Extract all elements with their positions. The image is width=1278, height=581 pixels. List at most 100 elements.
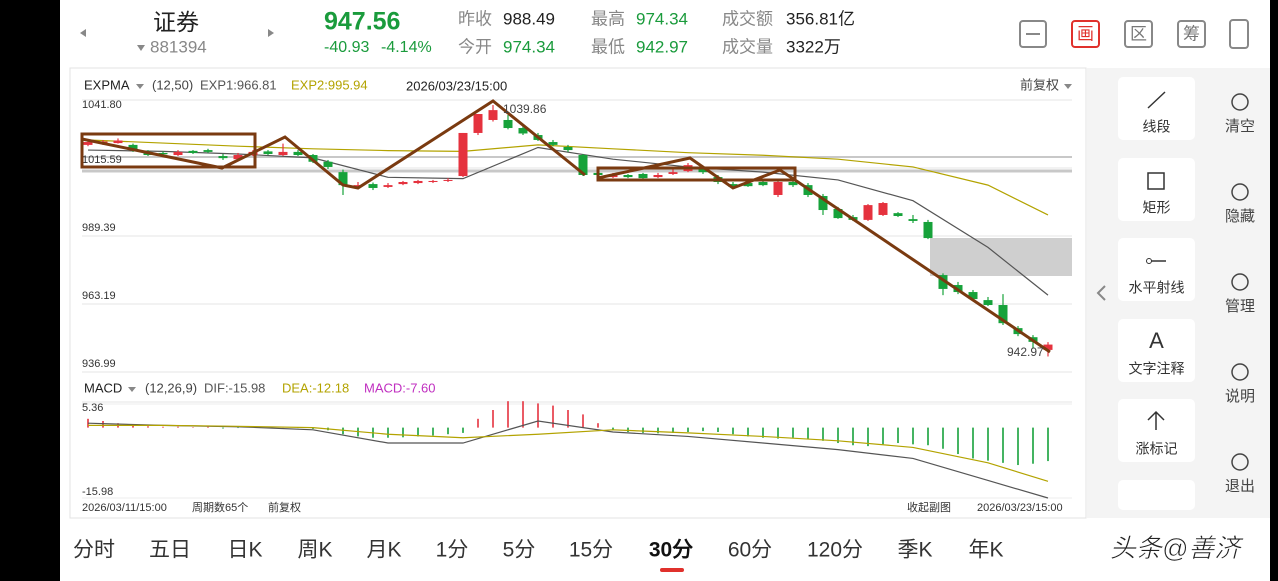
tool-label[interactable]: 水平射线 [1129, 280, 1185, 296]
tool-icon [1146, 258, 1152, 264]
next-arrow[interactable] [268, 29, 274, 37]
tool-label[interactable]: 文字注释 [1129, 361, 1185, 377]
action-icon [1231, 363, 1249, 381]
y-tick-label: 989.39 [82, 222, 116, 234]
footer-adjust: 前复权 [268, 500, 301, 514]
icon-box[interactable] [1019, 20, 1047, 48]
action-label[interactable]: 说明 [1225, 388, 1255, 405]
drawn-rect [596, 166, 797, 182]
tool-card[interactable] [1118, 77, 1195, 140]
tool-label[interactable]: 矩形 [1143, 200, 1171, 216]
stat-label: 今开 [458, 37, 492, 56]
candle-body [563, 146, 573, 151]
tool-card[interactable] [1118, 238, 1195, 301]
tab[interactable]: 60分 [728, 539, 772, 562]
footer-end: 2026/03/23/15:00 [977, 502, 1063, 514]
watermark: 头条@善济 [1110, 533, 1244, 563]
stat-label: 成交额 [722, 9, 773, 28]
code-dropdown[interactable] [137, 45, 145, 51]
tab[interactable]: 五日 [149, 539, 191, 562]
tab[interactable]: 分时 [73, 539, 115, 562]
indicator-dropdown[interactable] [128, 387, 136, 392]
tool-icon [1147, 410, 1165, 430]
header-button[interactable]: 画 [1077, 24, 1094, 43]
candle-body [998, 305, 1008, 324]
prev-arrow[interactable] [80, 29, 86, 37]
indicator-dropdown[interactable] [136, 84, 144, 89]
panel-collapse[interactable] [1096, 285, 1106, 301]
candle-body [878, 203, 888, 215]
change: -40.93 [324, 39, 369, 56]
candle-body [893, 213, 903, 217]
tab[interactable]: 120分 [807, 539, 863, 562]
tool-label[interactable]: 线段 [1143, 119, 1171, 135]
candle-body [818, 196, 828, 211]
candle-body [188, 150, 198, 153]
tab[interactable]: 季K [897, 539, 932, 562]
action-label[interactable]: 退出 [1225, 478, 1255, 495]
action-label[interactable]: 管理 [1225, 298, 1255, 315]
candle-body [293, 151, 303, 156]
tool-card[interactable] [1118, 480, 1195, 510]
tab[interactable]: 15分 [569, 539, 613, 562]
candle-body [218, 156, 228, 159]
stat-label: 昨收 [458, 9, 492, 28]
stat-label: 成交量 [722, 37, 773, 56]
candle-body [788, 182, 798, 186]
stat-value: 974.34 [636, 9, 688, 28]
footer-periods: 周期数65个 [192, 501, 248, 514]
header-button[interactable]: 区 [1130, 24, 1147, 43]
tab[interactable]: 日K [227, 539, 262, 562]
chart-frame [69, 67, 1087, 519]
candle-body [758, 182, 768, 186]
candle-body [173, 151, 183, 156]
change-pct: -4.14% [381, 39, 432, 56]
candle-body [653, 175, 663, 178]
candle-body [638, 173, 648, 179]
candle-body [353, 185, 363, 187]
y-tick-label: 1041.80 [82, 99, 122, 111]
candle-body [368, 184, 378, 188]
adjust-mode[interactable]: 前复权 [1020, 77, 1059, 92]
tool-icon [1147, 172, 1165, 190]
indicator-line [87, 420, 1049, 499]
candle-body [473, 114, 483, 133]
y-tick-label: -15.98 [82, 486, 113, 498]
tool-card[interactable] [1118, 399, 1195, 462]
tool-label[interactable]: 涨标记 [1136, 441, 1178, 457]
price: 947.56 [324, 8, 400, 36]
candle-body [983, 300, 993, 306]
candle-body [323, 161, 333, 167]
adjust-dropdown[interactable] [1064, 84, 1072, 89]
footer-start: 2026/03/11/15:00 [82, 502, 167, 514]
chart-indicator[interactable]: MACD [84, 380, 122, 395]
tab[interactable]: 1分 [436, 539, 469, 562]
footer-collapse[interactable]: 收起副图 [907, 500, 951, 514]
tab[interactable]: 周K [297, 539, 332, 562]
y-tick-label: 5.36 [82, 402, 103, 414]
candle-body [578, 155, 588, 176]
tab[interactable]: 5分 [503, 539, 536, 562]
tool-card[interactable] [1118, 319, 1195, 382]
indicator-line [87, 139, 1049, 216]
action-label[interactable]: 隐藏 [1225, 208, 1255, 225]
zone-button-frame[interactable] [1124, 20, 1153, 48]
legend-entry: MACD:-7.60 [364, 380, 436, 395]
stat-value: 988.49 [503, 9, 555, 28]
chart-indicator[interactable]: EXPMA [84, 77, 130, 92]
header-button[interactable]: 筹 [1183, 24, 1200, 43]
chip-button-frame[interactable] [1177, 20, 1206, 48]
stat-value: 356.81亿 [786, 9, 855, 28]
tab[interactable]: 年K [968, 539, 1003, 562]
tab[interactable]: 月K [366, 539, 401, 562]
action-label[interactable]: 清空 [1225, 118, 1255, 135]
stat-label: 最低 [591, 37, 625, 56]
phone-icon[interactable] [1229, 19, 1249, 49]
candle-body [833, 208, 843, 219]
y-tick-label: 936.99 [82, 358, 116, 370]
draw-button-frame[interactable] [1071, 20, 1100, 48]
chart-layer: 1041.80 1015.59 989.39 963.19 936.99 5.36 -15.… [82, 99, 1072, 499]
legend-entry: EXP1:966.81 [200, 77, 277, 92]
tab[interactable]: 30分 [649, 539, 693, 562]
candle-body [773, 182, 783, 195]
